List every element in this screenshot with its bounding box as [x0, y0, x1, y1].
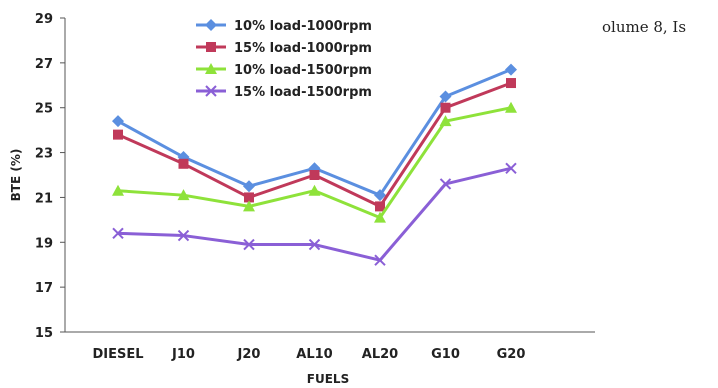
series-3 [112, 101, 517, 223]
data-point [205, 19, 217, 31]
data-point-stroke [205, 85, 217, 97]
data-point [243, 180, 255, 193]
data-point-stroke [439, 178, 452, 190]
x-tick-label: J10 [171, 347, 195, 362]
data-point [375, 201, 385, 212]
data-point [374, 254, 386, 266]
data-point [439, 115, 452, 127]
data-point [243, 200, 255, 212]
data-point [505, 63, 517, 76]
data-point [205, 85, 217, 97]
legend-item: 10% load-1500rpm [196, 63, 372, 78]
data-point [206, 42, 216, 52]
x-tick-label: DIESEL [92, 347, 143, 362]
data-point-stroke [112, 227, 124, 240]
data-point [177, 229, 190, 242]
legend-item: 10% load-1000rpm [196, 19, 372, 34]
data-point [243, 238, 255, 251]
data-point [112, 115, 124, 128]
data-point [244, 192, 254, 203]
data-point [308, 184, 321, 196]
data-point [178, 158, 189, 169]
legend-label: 10% load-1500rpm [234, 63, 372, 78]
data-point [506, 78, 516, 89]
y-tick-label: 25 [35, 102, 53, 117]
x-tick-label: G20 [497, 347, 526, 362]
series-line [117, 166, 512, 262]
data-point-stroke [177, 229, 190, 242]
data-point-stroke [308, 238, 321, 251]
data-point [440, 102, 451, 113]
legend-item: 15% load-1000rpm [196, 41, 372, 56]
data-point-stroke [505, 162, 517, 174]
legend-label: 15% load-1000rpm [234, 41, 372, 56]
data-point-stroke [374, 254, 386, 266]
data-point [439, 178, 452, 190]
data-point [505, 101, 517, 113]
data-point [112, 227, 124, 240]
series-group [112, 63, 517, 266]
data-point-stroke [243, 238, 255, 251]
data-point [113, 129, 123, 140]
x-tick-labels: DIESEL J10 J20 AL10 AL20 G10 G20 [92, 347, 525, 362]
y-tick-label: 15 [35, 326, 53, 341]
axes [60, 17, 595, 333]
y-tick-label: 29 [35, 12, 53, 27]
series-2 [113, 78, 516, 212]
y-tick-label: 23 [35, 147, 53, 162]
data-point [374, 189, 386, 202]
x-tick-label: J20 [237, 347, 261, 362]
legend-item: 15% load-1500rpm [196, 85, 372, 100]
data-point [177, 189, 190, 201]
y-tick-label: 17 [35, 281, 53, 296]
x-tick-label: AL10 [296, 347, 332, 362]
y-tick-labels: 15 17 19 21 23 25 27 29 [35, 12, 53, 341]
data-point [439, 90, 452, 103]
legend-label: 15% load-1500rpm [234, 85, 372, 100]
y-axis-title: BTE (%) [9, 149, 23, 202]
x-tick-label: G10 [431, 347, 460, 362]
data-point [505, 162, 517, 174]
x-tick-label: AL20 [362, 347, 398, 362]
data-point [112, 184, 124, 196]
x-axis-title: FUELS [307, 372, 349, 386]
header-fragment: olume 8, Is [602, 18, 687, 36]
data-point [205, 63, 217, 74]
y-tick-label: 27 [35, 57, 53, 72]
data-point [374, 211, 386, 223]
legend: 10% load-1000rpm 15% load-1000rpm 10% load… [196, 19, 372, 100]
legend-label: 10% load-1000rpm [234, 19, 372, 34]
series-4 [112, 162, 517, 266]
y-tick-label: 19 [35, 236, 53, 251]
data-point [308, 238, 321, 251]
data-point [309, 170, 320, 180]
y-tick-label: 21 [35, 191, 53, 206]
